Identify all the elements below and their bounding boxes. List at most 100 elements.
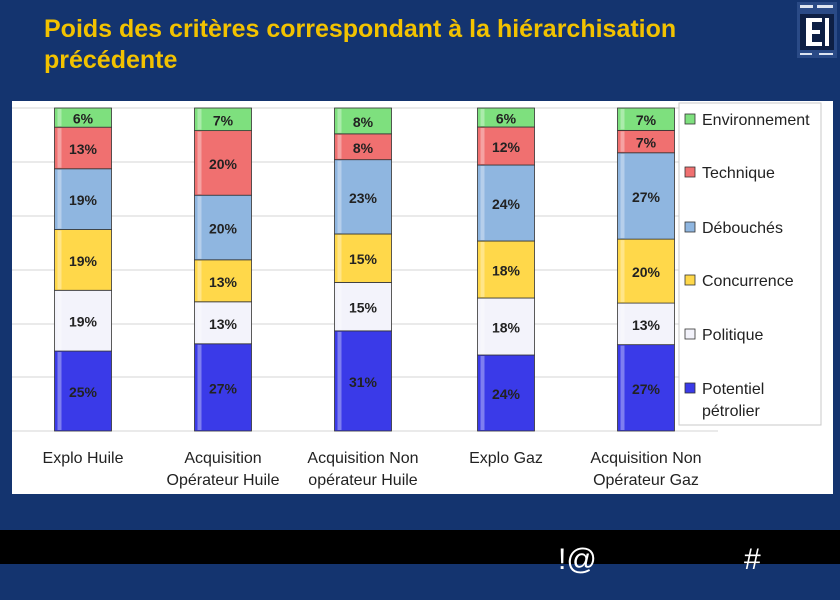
data-label: 12% (492, 139, 521, 155)
data-label: 27% (632, 381, 661, 397)
data-label: 20% (209, 156, 238, 172)
bar-highlight (620, 153, 625, 239)
x-tick-label: Explo Gaz (469, 450, 543, 467)
bar-segment-environnement (334, 107, 392, 135)
data-label: 18% (492, 263, 521, 279)
data-label: 20% (209, 221, 238, 237)
bar-segment-debouches (334, 159, 392, 235)
legend-swatch-technique (684, 166, 696, 178)
bar-segment-concurrence (477, 240, 535, 299)
data-label: 20% (632, 264, 661, 280)
bar-segment-debouches (54, 168, 112, 230)
bar-highlight (197, 344, 202, 430)
bar-segment-politique (334, 282, 392, 332)
slide-title: Poids des critères correspondant à la hi… (44, 15, 677, 74)
bar-segment-debouches (477, 164, 535, 242)
data-label: 7% (636, 135, 657, 151)
bar-highlight (57, 230, 62, 290)
bar-highlight (197, 260, 202, 301)
bar-highlight (480, 128, 485, 164)
legend-label-environnement: Environnement (702, 112, 810, 129)
bar-segment-environnement (617, 107, 675, 131)
bar-segment-concurrence (334, 233, 392, 283)
chart-panel: 25% 19% 19% 19% 13% 6% 27% 13% 13% 20% 20% 7% 31% 15%… (12, 101, 833, 494)
bar-highlight (57, 291, 62, 351)
bar-segment-potentiel-petrolier (54, 350, 112, 432)
bar-segment-debouches (617, 152, 675, 240)
bar-highlight (337, 160, 342, 233)
x-tick-label: Acquisition Non opérateur Huile (307, 450, 418, 489)
data-label: 23% (349, 190, 378, 206)
data-label: 13% (209, 274, 238, 290)
legend-swatch-concurrence (684, 274, 696, 286)
data-label: 19% (69, 192, 98, 208)
x-tick-label: Acquisition Opérateur Huile (167, 450, 280, 489)
bar-highlight (57, 128, 62, 168)
data-label: 27% (209, 380, 238, 396)
bar-highlight (620, 109, 625, 130)
bar-segment-environnement (194, 107, 252, 132)
bar-segment-politique (54, 289, 112, 352)
bar-highlight (480, 166, 485, 240)
logo-graphic (797, 2, 837, 58)
bar-highlight (620, 345, 625, 430)
bar-segment-concurrence (194, 259, 252, 303)
x-tick-label: Explo Huile (43, 450, 124, 467)
legend-swatch-potentiel-petrolier (684, 382, 696, 394)
bar-segment-environnement (54, 107, 112, 128)
bar-highlight (480, 299, 485, 354)
legend-swatch-politique (684, 328, 696, 340)
footer-left-text: !@ (558, 543, 597, 576)
data-label: 24% (492, 386, 521, 402)
bar-segment-potentiel-petrolier (477, 354, 535, 432)
legend-label-politique: Politique (702, 327, 763, 344)
legend-label-debouches: Débouchés (702, 220, 783, 237)
bar-highlight (480, 109, 485, 126)
data-label: 31% (349, 374, 378, 390)
data-label: 6% (496, 111, 517, 127)
data-label: 7% (636, 112, 657, 128)
bar-highlight (337, 109, 342, 133)
data-label: 25% (69, 384, 98, 400)
bar-segment-potentiel-petrolier (617, 344, 675, 432)
bar-highlight (337, 283, 342, 330)
bar-segment-environnement (477, 107, 535, 128)
data-label: 13% (632, 317, 661, 333)
logo (797, 2, 837, 58)
bar-highlight (57, 169, 62, 229)
bar-highlight (57, 109, 62, 127)
bar-segment-potentiel-petrolier (334, 330, 392, 432)
legend-box (678, 102, 822, 426)
bar-segment-technique (54, 126, 112, 170)
data-label: 19% (69, 314, 98, 330)
legend-label-concurrence: Concurrence (702, 273, 794, 290)
data-label: 18% (492, 320, 521, 336)
bar-highlight (197, 302, 202, 343)
bar-highlight (480, 356, 485, 430)
bar-highlight (197, 109, 202, 130)
legend-swatch-environnement (684, 113, 696, 125)
legend-label-potentiel-petrolier: Potentiel pétrolier (702, 381, 764, 420)
legend-label-technique: Technique (702, 165, 775, 182)
bar-highlight (197, 196, 202, 259)
bar-segment-potentiel-petrolier (194, 343, 252, 432)
data-label: 7% (213, 112, 234, 128)
bar-highlight (620, 240, 625, 303)
bar-highlight (337, 234, 342, 282)
bar-highlight (57, 352, 62, 430)
bar-highlight (480, 242, 485, 297)
data-label: 15% (349, 300, 378, 316)
bar-highlight (197, 131, 202, 195)
legend-swatch-debouches (684, 221, 696, 233)
bar-highlight (620, 131, 625, 152)
data-label: 13% (69, 141, 98, 157)
bar-segment-politique (477, 297, 535, 356)
bar-highlight (620, 304, 625, 344)
bar-segment-politique (617, 302, 675, 346)
bar-segment-technique (194, 130, 252, 196)
bar-highlight (337, 134, 342, 159)
stacked-bar-chart: 25% 19% 19% 19% 13% 6% 27% 13% 13% 20% 20% 7% 31% 15%… (12, 102, 822, 489)
data-label: 19% (69, 253, 98, 269)
bar-segment-debouches (194, 194, 252, 261)
bar-highlight (337, 331, 342, 430)
